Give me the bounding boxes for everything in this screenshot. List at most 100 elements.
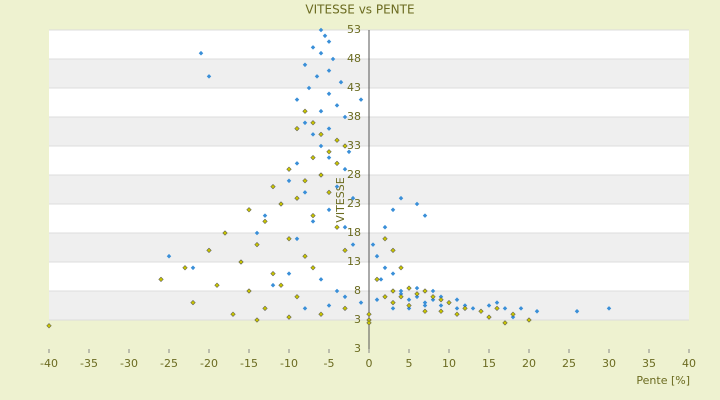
point [342, 166, 348, 172]
x-tick-label: 35 [642, 357, 656, 370]
x-tick-label: -10 [280, 357, 298, 370]
y-tick-label: 48 [347, 52, 361, 65]
x-tick-label: -30 [120, 357, 138, 370]
point [390, 247, 396, 254]
x-tick-label: -5 [324, 357, 335, 370]
y-tick-label: 13 [347, 255, 361, 268]
point [502, 306, 508, 311]
point [310, 120, 316, 126]
point [574, 309, 580, 314]
point [382, 265, 388, 271]
point [510, 311, 516, 317]
point [406, 302, 412, 309]
point [406, 285, 412, 291]
point [430, 297, 436, 302]
point [470, 306, 476, 311]
point [366, 311, 372, 317]
point [422, 303, 428, 308]
x-tick-label: 10 [442, 357, 456, 370]
point [494, 305, 500, 312]
point [382, 294, 388, 300]
point [518, 306, 524, 311]
point [318, 311, 324, 317]
point [454, 306, 460, 311]
y-tick-label: 53 [347, 23, 361, 36]
point [486, 314, 492, 320]
y-tick-label: 33 [347, 139, 361, 152]
point [254, 241, 260, 248]
y-tick-label: 18 [347, 226, 361, 239]
point [262, 305, 268, 312]
point [462, 305, 468, 312]
point [286, 314, 292, 320]
point [350, 195, 356, 201]
point [398, 291, 404, 297]
point [166, 253, 172, 259]
point [286, 166, 292, 172]
point [422, 288, 428, 294]
point [286, 271, 292, 276]
x-tick-label: 40 [682, 357, 696, 370]
point [422, 308, 428, 314]
x-tick-label: -40 [40, 357, 58, 370]
y-axis-label: VITESSE [334, 177, 347, 222]
x-tick-label: -35 [80, 357, 98, 370]
point [342, 305, 348, 312]
point [606, 306, 612, 311]
point [430, 288, 436, 294]
point [190, 299, 196, 306]
point [414, 294, 420, 300]
point [342, 224, 348, 230]
point [310, 132, 316, 137]
point [302, 178, 308, 184]
point [270, 183, 276, 190]
point [278, 201, 284, 207]
point [366, 320, 372, 326]
point [430, 294, 436, 300]
point [454, 311, 460, 317]
point [366, 317, 372, 323]
point [438, 294, 444, 300]
point [326, 303, 332, 308]
point [294, 195, 300, 201]
point [334, 160, 340, 167]
point [326, 149, 332, 155]
x-tick-label: -20 [200, 357, 218, 370]
point [334, 288, 340, 294]
point [246, 207, 252, 213]
point [374, 276, 380, 283]
point [318, 172, 324, 178]
point [398, 288, 404, 294]
point [534, 309, 540, 314]
point [270, 270, 276, 277]
point [454, 297, 460, 302]
point [398, 265, 404, 271]
point [182, 265, 188, 271]
y-tick-label: 3 [354, 313, 361, 326]
x-tick-label: 30 [602, 357, 616, 370]
point [478, 308, 484, 314]
y-tick-label: 43 [347, 81, 361, 94]
point [246, 288, 252, 294]
point [390, 306, 396, 311]
point [294, 125, 300, 132]
point [414, 285, 420, 291]
point [378, 277, 384, 282]
point [342, 247, 348, 254]
point [382, 236, 388, 242]
y-tick-label: 3 [354, 342, 361, 355]
point [230, 311, 236, 317]
point [438, 308, 444, 314]
y-tick-label: 28 [347, 168, 361, 181]
point [526, 317, 532, 323]
point [342, 143, 348, 149]
point [390, 271, 396, 276]
point [270, 282, 276, 288]
y-tick-label: 38 [347, 110, 361, 123]
x-tick-label: -25 [160, 357, 178, 370]
point [494, 300, 500, 305]
point [438, 303, 444, 308]
point [422, 300, 428, 305]
point [310, 212, 316, 219]
x-tick-label: 25 [562, 357, 576, 370]
